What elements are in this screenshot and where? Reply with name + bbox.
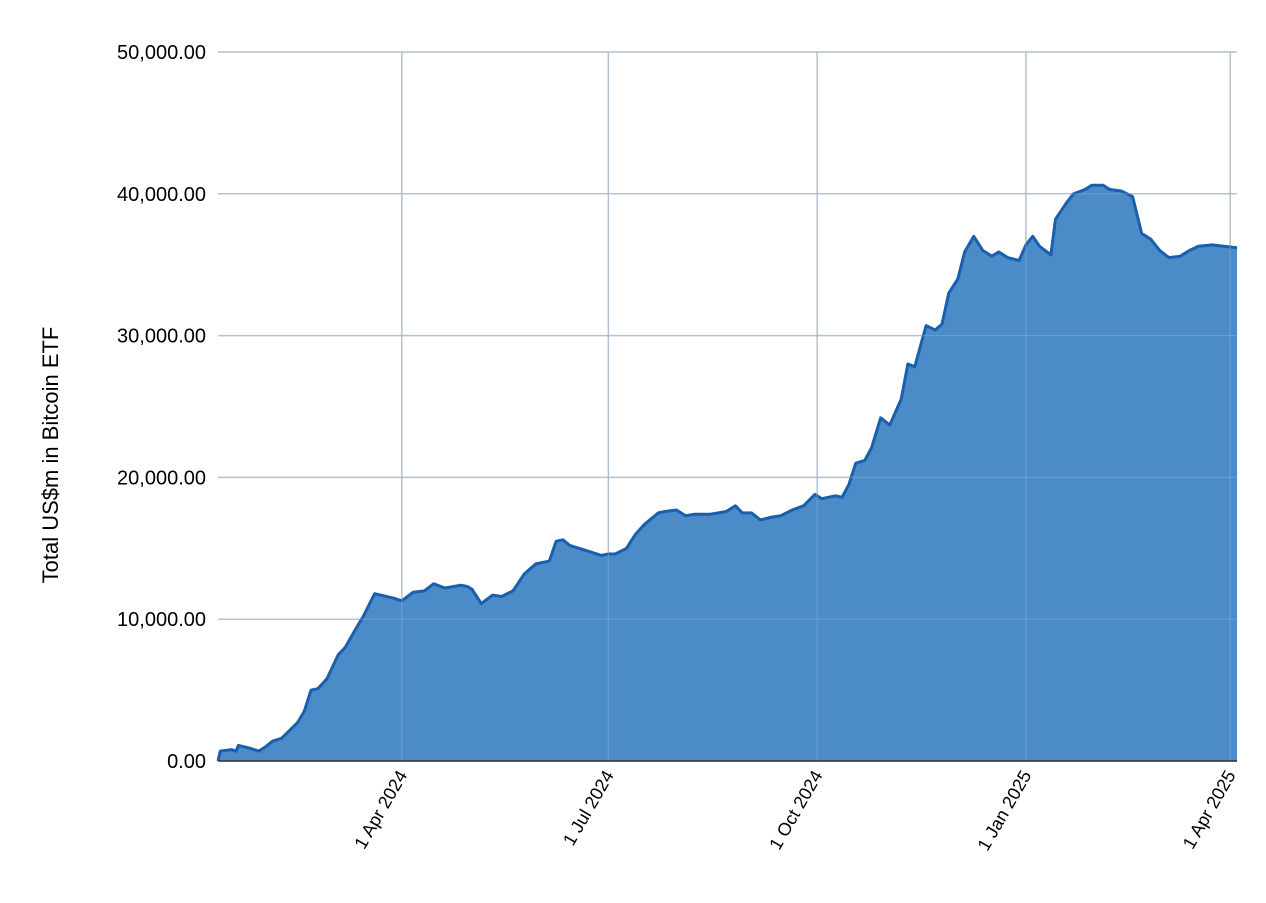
x-tick-label: 1 Apr 2024 <box>350 767 411 852</box>
x-tick-label: 1 Oct 2024 <box>765 767 826 853</box>
x-tick-label: 1 Apr 2025 <box>1179 767 1240 852</box>
y-tick-label: 40,000.00 <box>117 184 206 206</box>
x-tick-label: 1 Jan 2025 <box>974 767 1036 854</box>
y-tick-label: 10,000.00 <box>117 609 206 631</box>
y-tick-label: 50,000.00 <box>117 42 206 64</box>
plot-area <box>216 51 1238 762</box>
y-tick-label: 30,000.00 <box>117 326 206 348</box>
series-area <box>218 185 1237 762</box>
y-axis-label: Total US$m in Bitcoin ETF <box>38 327 63 584</box>
y-tick-label: 0.00 <box>167 751 206 773</box>
x-tick-label: 1 Jul 2024 <box>559 767 618 849</box>
y-tick-label: 20,000.00 <box>117 467 206 489</box>
series-line <box>216 183 1238 762</box>
